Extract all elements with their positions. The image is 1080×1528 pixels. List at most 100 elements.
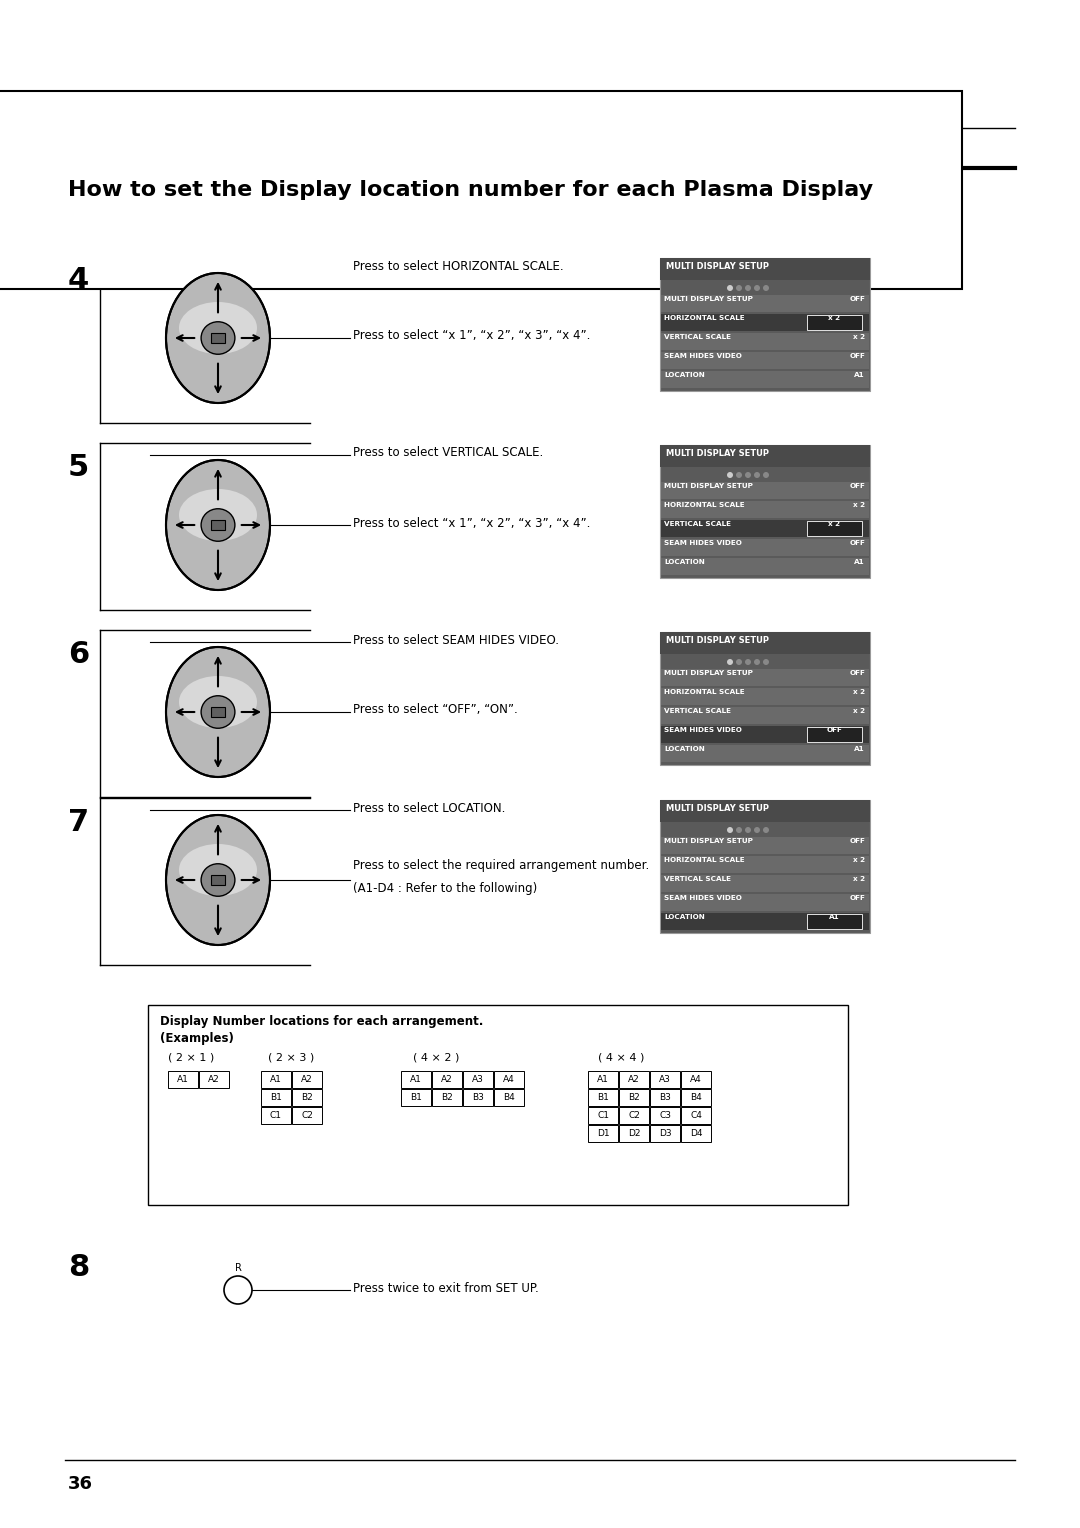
Text: 4: 4 <box>68 266 90 295</box>
Text: How to set the Display location number for each Plasma Display: How to set the Display location number f… <box>68 180 873 200</box>
Text: C1: C1 <box>270 1111 282 1120</box>
Text: OFF: OFF <box>826 727 842 733</box>
FancyBboxPatch shape <box>661 501 869 518</box>
Text: OFF: OFF <box>849 837 865 843</box>
Text: MULTI DISPLAY SETUP: MULTI DISPLAY SETUP <box>664 837 753 843</box>
Circle shape <box>754 827 760 833</box>
Text: x 2: x 2 <box>853 707 865 714</box>
Text: A2: A2 <box>208 1076 220 1083</box>
FancyBboxPatch shape <box>807 727 862 743</box>
Ellipse shape <box>166 814 270 944</box>
FancyBboxPatch shape <box>588 1106 618 1125</box>
Text: D3: D3 <box>659 1129 672 1138</box>
Text: x 2: x 2 <box>853 876 865 882</box>
FancyBboxPatch shape <box>148 1005 848 1206</box>
Text: B4: B4 <box>690 1093 702 1102</box>
FancyBboxPatch shape <box>588 1125 618 1141</box>
Text: x 2: x 2 <box>853 857 865 863</box>
Text: OFF: OFF <box>849 296 865 303</box>
Text: ( 4 × 2 ): ( 4 × 2 ) <box>413 1053 459 1063</box>
Text: 7: 7 <box>68 808 90 837</box>
FancyBboxPatch shape <box>650 1106 680 1125</box>
Circle shape <box>224 1276 252 1303</box>
Text: SET UP for MULTI DISPLAY: SET UP for MULTI DISPLAY <box>68 141 312 157</box>
Text: D4: D4 <box>690 1129 702 1138</box>
Text: B2: B2 <box>301 1093 313 1102</box>
FancyBboxPatch shape <box>261 1106 291 1125</box>
FancyBboxPatch shape <box>261 1071 291 1088</box>
FancyBboxPatch shape <box>661 876 869 892</box>
FancyBboxPatch shape <box>292 1089 322 1106</box>
Text: R: R <box>234 1264 242 1273</box>
Circle shape <box>735 286 742 290</box>
FancyBboxPatch shape <box>660 445 870 468</box>
FancyBboxPatch shape <box>650 1089 680 1106</box>
Ellipse shape <box>179 675 257 727</box>
Text: HORIZONTAL SCALE: HORIZONTAL SCALE <box>664 503 744 507</box>
Text: A1: A1 <box>829 914 840 920</box>
FancyBboxPatch shape <box>401 1089 431 1106</box>
Text: x 2: x 2 <box>853 689 865 695</box>
Text: A1: A1 <box>410 1076 422 1083</box>
Text: x 2: x 2 <box>853 335 865 341</box>
FancyBboxPatch shape <box>401 1071 431 1088</box>
Text: Press to select VERTICAL SCALE.: Press to select VERTICAL SCALE. <box>353 446 543 460</box>
Text: 8: 8 <box>68 1253 90 1282</box>
FancyBboxPatch shape <box>494 1071 524 1088</box>
Text: SEAM HIDES VIDEO: SEAM HIDES VIDEO <box>664 353 742 359</box>
Text: OFF: OFF <box>849 539 865 545</box>
FancyBboxPatch shape <box>463 1089 492 1106</box>
Ellipse shape <box>179 843 257 895</box>
Ellipse shape <box>179 489 257 541</box>
Text: 6: 6 <box>68 640 90 669</box>
Text: VERTICAL SCALE: VERTICAL SCALE <box>664 707 731 714</box>
Text: VERTICAL SCALE: VERTICAL SCALE <box>664 335 731 341</box>
FancyBboxPatch shape <box>619 1089 649 1106</box>
FancyBboxPatch shape <box>660 258 870 391</box>
Text: LOCATION: LOCATION <box>664 746 705 752</box>
Text: A2: A2 <box>441 1076 453 1083</box>
Text: B2: B2 <box>629 1093 639 1102</box>
FancyBboxPatch shape <box>681 1071 711 1088</box>
FancyBboxPatch shape <box>661 894 869 911</box>
FancyBboxPatch shape <box>660 801 870 934</box>
Text: Press to select SEAM HIDES VIDEO.: Press to select SEAM HIDES VIDEO. <box>353 634 559 646</box>
FancyBboxPatch shape <box>650 1125 680 1141</box>
Circle shape <box>762 827 769 833</box>
Text: C2: C2 <box>629 1111 640 1120</box>
Text: Press to select “x 1”, “x 2”, “x 3”, “x 4”.: Press to select “x 1”, “x 2”, “x 3”, “x … <box>353 330 591 342</box>
FancyBboxPatch shape <box>619 1125 649 1141</box>
FancyBboxPatch shape <box>660 633 870 654</box>
Text: Press to select HORIZONTAL SCALE.: Press to select HORIZONTAL SCALE. <box>353 260 564 272</box>
Text: A3: A3 <box>659 1076 671 1083</box>
Text: A3: A3 <box>472 1076 484 1083</box>
Text: ( 2 × 3 ): ( 2 × 3 ) <box>268 1053 314 1063</box>
FancyBboxPatch shape <box>661 688 869 704</box>
FancyBboxPatch shape <box>261 1089 291 1106</box>
Text: LOCATION: LOCATION <box>664 371 705 377</box>
Text: SEAM HIDES VIDEO: SEAM HIDES VIDEO <box>664 895 742 902</box>
Text: 5: 5 <box>68 452 90 481</box>
Text: C4: C4 <box>690 1111 702 1120</box>
Circle shape <box>745 286 751 290</box>
Text: MULTI DISPLAY SETUP: MULTI DISPLAY SETUP <box>666 636 769 645</box>
FancyBboxPatch shape <box>681 1106 711 1125</box>
FancyBboxPatch shape <box>292 1106 322 1125</box>
FancyBboxPatch shape <box>807 914 862 929</box>
Text: A1: A1 <box>270 1076 282 1083</box>
Text: OFF: OFF <box>849 483 865 489</box>
Text: A1: A1 <box>177 1076 189 1083</box>
Text: B1: B1 <box>597 1093 609 1102</box>
FancyBboxPatch shape <box>661 837 869 854</box>
Text: A2: A2 <box>629 1076 639 1083</box>
Text: HORIZONTAL SCALE: HORIZONTAL SCALE <box>664 315 744 321</box>
Text: SEAM HIDES VIDEO: SEAM HIDES VIDEO <box>664 727 742 733</box>
Text: Press to select the required arrangement number.: Press to select the required arrangement… <box>353 859 649 872</box>
FancyBboxPatch shape <box>661 914 869 931</box>
FancyBboxPatch shape <box>588 1089 618 1106</box>
Text: D1: D1 <box>596 1129 609 1138</box>
Text: MULTI DISPLAY SETUP: MULTI DISPLAY SETUP <box>664 669 753 675</box>
FancyBboxPatch shape <box>807 521 862 536</box>
Circle shape <box>727 659 733 665</box>
FancyBboxPatch shape <box>168 1071 198 1088</box>
